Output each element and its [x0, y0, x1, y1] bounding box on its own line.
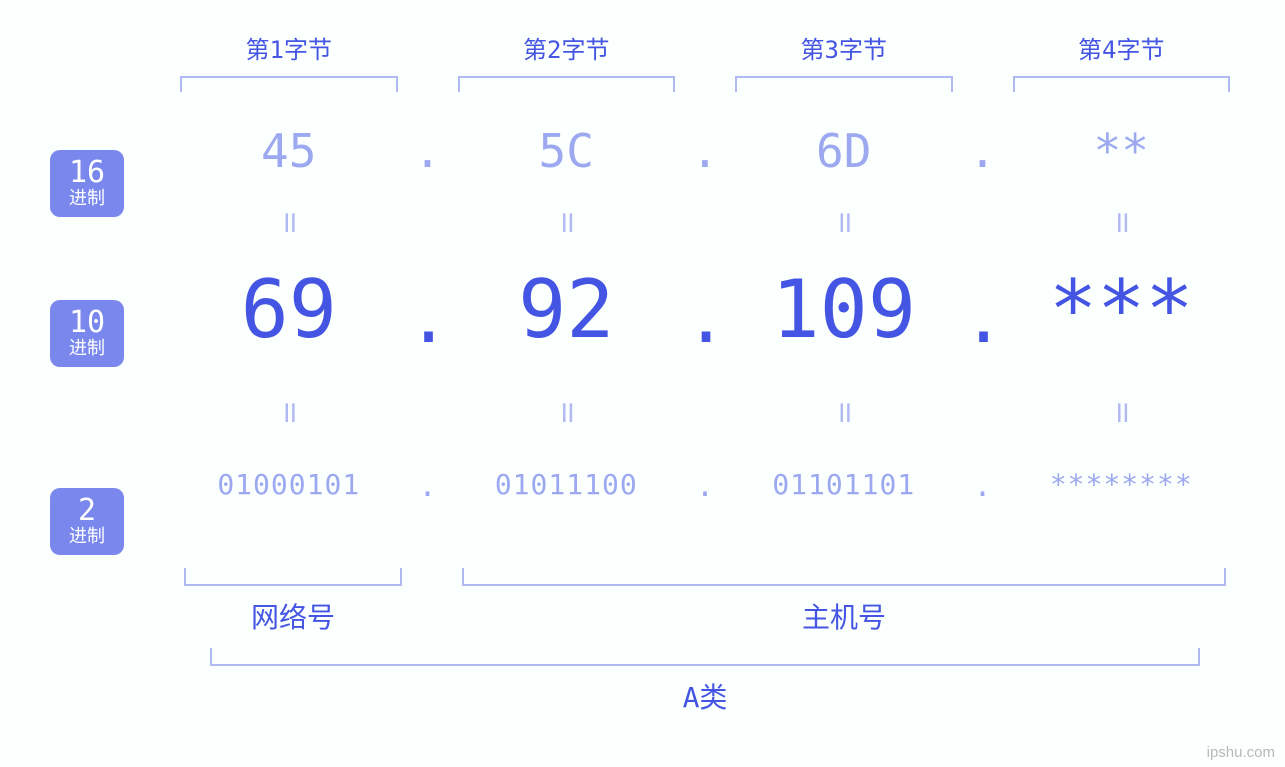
- byte-2-label: 第2字节: [448, 30, 686, 70]
- network-host-bracket-row: [170, 568, 1240, 598]
- network-label: 网络号: [184, 596, 402, 636]
- dot-separator: .: [685, 277, 725, 359]
- byte-grid: 第1字节 第2字节 第3字节 第4字节 45 . 5C . 6D . ** ॥ …: [170, 30, 1240, 502]
- byte-1-hex: 45: [170, 124, 408, 178]
- byte-3-dec: 109: [725, 263, 963, 356]
- byte-1-bin: 01000101: [170, 468, 408, 501]
- bin-row: 01000101 . 01011100 . 01101101 . *******…: [170, 467, 1240, 502]
- equals-icon: ॥: [1003, 390, 1241, 431]
- dot-separator: .: [685, 469, 725, 504]
- host-bracket-icon: [462, 568, 1226, 586]
- base-16-label: 进制: [50, 189, 124, 209]
- byte-2-bin: 01011100: [448, 468, 686, 501]
- equals-icon: ॥: [725, 390, 963, 431]
- base-2-label: 进制: [50, 527, 124, 547]
- dot-separator: .: [963, 469, 1003, 504]
- base-16-badge: 16 进制: [50, 150, 124, 217]
- network-bracket-icon: [184, 568, 402, 586]
- byte-3-label: 第3字节: [725, 30, 963, 70]
- dec-row: 69 . 92 . 109 . ***: [170, 263, 1240, 356]
- byte-1-dec: 69: [170, 263, 408, 356]
- byte-4-hex: **: [1003, 124, 1241, 178]
- base-10-label: 进制: [50, 339, 124, 359]
- byte-4-label: 第4字节: [1003, 30, 1241, 70]
- dot-separator: .: [408, 277, 448, 359]
- hex-row: 45 . 5C . 6D . **: [170, 124, 1240, 178]
- base-10-number: 10: [50, 306, 124, 339]
- dot-separator: .: [963, 124, 1003, 178]
- byte-4-bin: ********: [1003, 468, 1241, 501]
- bracket-top-icon: [170, 70, 408, 100]
- byte-2-dec: 92: [448, 263, 686, 356]
- equals-icon: ॥: [448, 390, 686, 431]
- byte-3-bin: 01101101: [725, 468, 963, 501]
- equals-icon: ॥: [170, 390, 408, 431]
- dot-separator: .: [685, 124, 725, 178]
- class-bracket-icon: [210, 648, 1200, 666]
- dot-separator: .: [408, 124, 448, 178]
- byte-2-hex: 5C: [448, 124, 686, 178]
- byte-top-brackets: [170, 70, 1240, 100]
- bracket-top-icon: [1003, 70, 1241, 100]
- host-label: 主机号: [462, 596, 1226, 636]
- equals-icon: ॥: [170, 200, 408, 241]
- equals-row-2: ॥ ॥ ॥ ॥: [170, 390, 1240, 431]
- byte-4-dec: ***: [1003, 263, 1241, 356]
- watermark: ipshu.com: [1207, 744, 1275, 761]
- base-2-number: 2: [50, 494, 124, 527]
- byte-label-row: 第1字节 第2字节 第3字节 第4字节: [170, 30, 1240, 70]
- base-10-badge: 10 进制: [50, 300, 124, 367]
- base-16-number: 16: [50, 156, 124, 189]
- dot-separator: .: [963, 277, 1003, 359]
- dot-separator: .: [408, 469, 448, 504]
- class-label: A类: [210, 676, 1200, 716]
- bracket-top-icon: [725, 70, 963, 100]
- byte-3-hex: 6D: [725, 124, 963, 178]
- byte-1-label: 第1字节: [170, 30, 408, 70]
- equals-row-1: ॥ ॥ ॥ ॥: [170, 200, 1240, 241]
- class-bracket-row: [170, 648, 1240, 678]
- equals-icon: ॥: [1003, 200, 1241, 241]
- equals-icon: ॥: [448, 200, 686, 241]
- base-2-badge: 2 进制: [50, 488, 124, 555]
- bracket-top-icon: [448, 70, 686, 100]
- equals-icon: ॥: [725, 200, 963, 241]
